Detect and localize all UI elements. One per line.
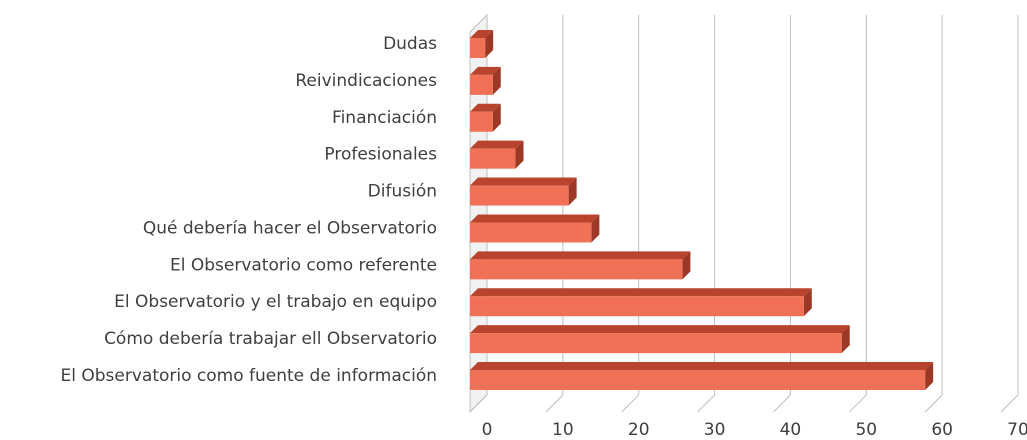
floor-line	[621, 394, 640, 413]
bar	[470, 111, 493, 132]
floor-line	[848, 394, 867, 413]
x-tick-label: 30	[704, 420, 726, 440]
bar-side	[492, 66, 501, 95]
x-tick-label: 20	[628, 420, 650, 440]
y-tick-label: Dudas	[383, 34, 437, 54]
bar-top	[470, 362, 934, 370]
bar-top	[470, 30, 494, 38]
x-tick-label: 40	[780, 420, 802, 440]
y-tick-label: Cómo debería trabajar ell Observatorio	[104, 329, 437, 349]
y-tick-label: El Observatorio como fuente de informaci…	[61, 366, 438, 386]
bar-top	[470, 214, 600, 223]
bar-side	[485, 30, 494, 58]
x-tick-label: 50	[855, 420, 877, 440]
floor-line	[924, 394, 943, 413]
bar	[470, 222, 592, 243]
bar-top	[470, 103, 501, 112]
bar-top	[470, 325, 850, 334]
bar-side	[803, 288, 812, 317]
bar-side	[925, 362, 934, 390]
bar-side	[682, 251, 691, 280]
bar	[470, 38, 486, 58]
bar-top	[470, 140, 524, 149]
floor-line	[1000, 394, 1019, 413]
bar	[470, 259, 683, 280]
bar	[470, 74, 493, 95]
y-tick-label: Difusión	[368, 182, 437, 202]
bar-top	[470, 66, 501, 75]
y-tick-label: El Observatorio como referente	[170, 255, 437, 275]
bar-side	[492, 103, 501, 132]
floor-line	[545, 394, 564, 413]
bar	[470, 148, 516, 169]
y-tick-label: Financiación	[332, 108, 437, 128]
x-tick-label: 70	[1007, 420, 1027, 440]
floor-line	[469, 394, 488, 413]
bar	[470, 185, 569, 206]
y-tick-label: El Observatorio y el trabajo en equipo	[114, 292, 437, 312]
floor-line	[697, 394, 715, 413]
bar	[470, 370, 926, 390]
y-tick-label: Profesionales	[324, 145, 437, 165]
y-tick-label: Reivindicaciones	[295, 71, 437, 91]
x-tick-label: 10	[552, 420, 574, 440]
bar-top	[470, 251, 691, 260]
floor-line	[773, 394, 791, 413]
bar-side	[568, 177, 577, 206]
x-tick-label: 0	[482, 420, 493, 440]
bar-top	[470, 177, 577, 186]
y-tick-label: Qué debería hacer el Observatorio	[143, 218, 437, 238]
bar	[470, 333, 842, 354]
bar-top	[470, 288, 812, 297]
bar	[470, 296, 804, 317]
x-tick-label: 60	[931, 420, 953, 440]
bar-side	[841, 325, 850, 354]
bar-side	[591, 214, 600, 243]
bar-side	[515, 140, 524, 169]
